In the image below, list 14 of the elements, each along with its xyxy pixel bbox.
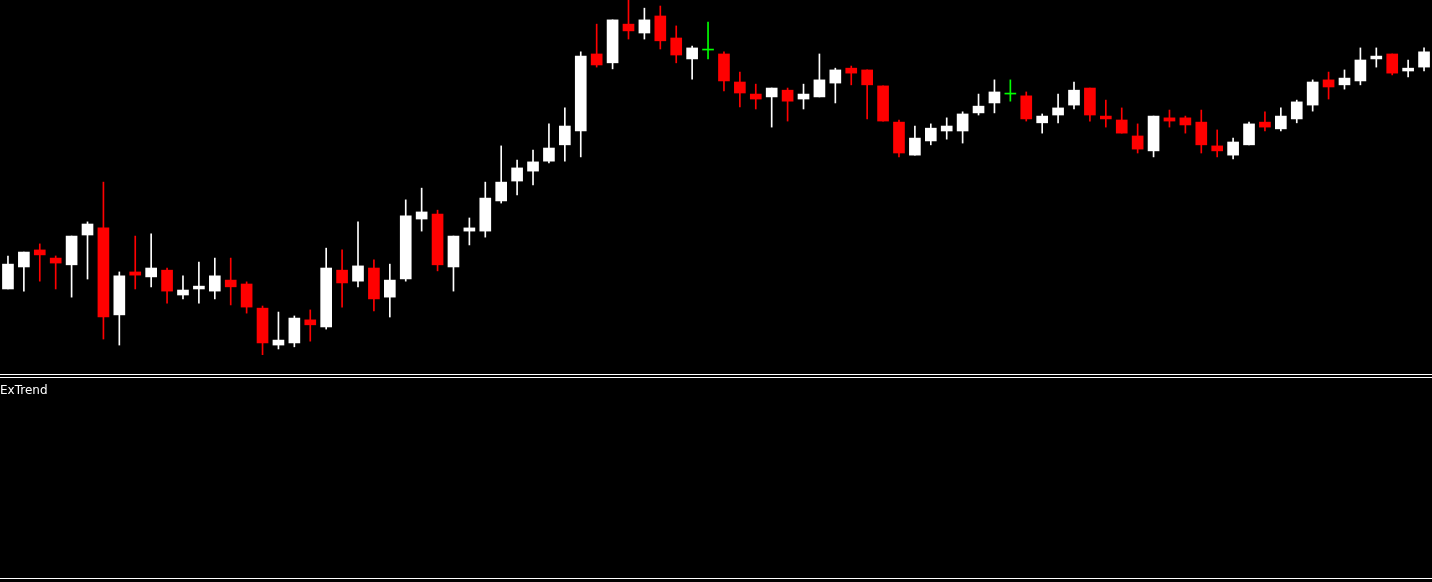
candlestick	[1211, 129, 1224, 158]
candlestick	[1259, 111, 1271, 132]
candlestick	[1052, 93, 1064, 124]
candlestick	[177, 275, 189, 300]
candlestick	[145, 233, 157, 288]
text: ExTrend	[0, 383, 48, 397]
candlestick	[224, 257, 237, 306]
candlestick	[336, 249, 348, 308]
candlestick	[304, 309, 317, 342]
candlestick	[33, 243, 46, 282]
candlestick	[49, 255, 62, 290]
candlestick	[352, 221, 364, 288]
candlestick	[765, 87, 778, 128]
candlestick	[749, 83, 762, 110]
